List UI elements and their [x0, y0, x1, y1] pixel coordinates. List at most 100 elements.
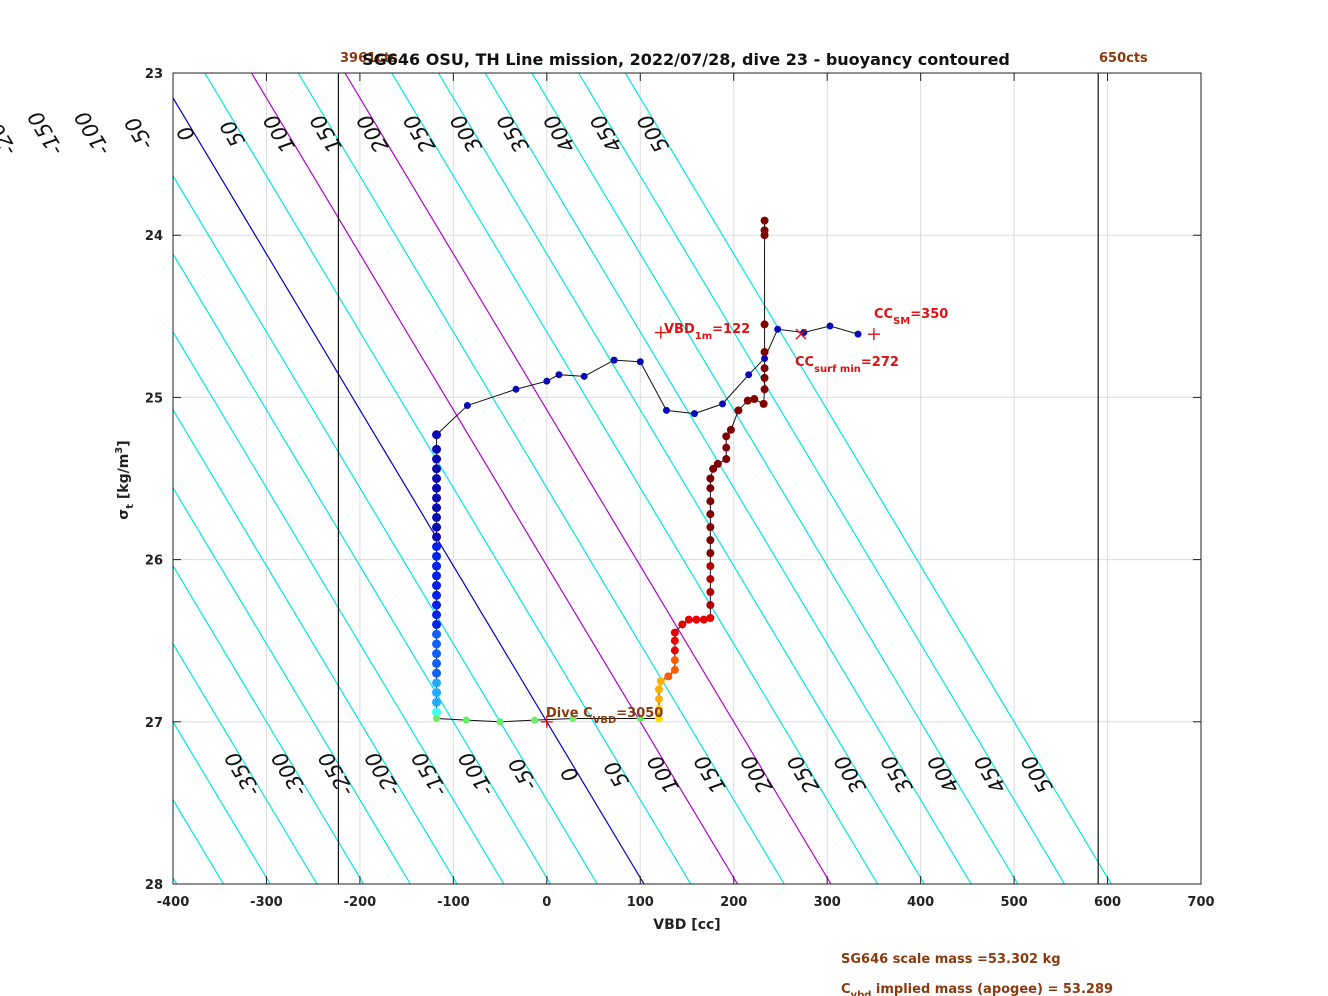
- climb-point: [678, 620, 687, 629]
- climb-point: [759, 399, 768, 408]
- plot-frame: [172, 72, 1202, 885]
- dive-point: [569, 715, 577, 723]
- dive-point: [432, 639, 442, 649]
- dive-point: [432, 532, 442, 542]
- vbd-1m-annotation: VBD1m=122: [664, 322, 750, 342]
- chart-title: SG646 OSU, TH Line mission, 2022/07/28, …: [362, 50, 1010, 69]
- contour-line: [173, 720, 271, 884]
- climb-point: [760, 373, 769, 382]
- dive-point: [432, 658, 442, 668]
- cc-surf-min-marker: [795, 328, 807, 340]
- dive-point: [432, 590, 442, 600]
- climb-point: [760, 320, 769, 329]
- climb-point: [726, 425, 735, 434]
- dive-point: [432, 600, 442, 610]
- contour-line: [173, 96, 645, 884]
- climb-point: [654, 695, 663, 704]
- dive-point: [432, 697, 442, 707]
- dive-point: [432, 629, 442, 639]
- dive-point: [636, 715, 644, 723]
- climb-point: [654, 714, 663, 723]
- contour-line: [173, 642, 318, 884]
- dive-point: [432, 688, 442, 698]
- buoyancy-contours: [173, 73, 1112, 884]
- climb-point: [670, 656, 679, 665]
- dive-point: [432, 430, 442, 440]
- x-tick-label: 400: [907, 895, 934, 910]
- dive-point: [432, 678, 442, 688]
- climb-point: [706, 474, 715, 483]
- contour-line: [391, 73, 879, 884]
- x-tick-label: 600: [1094, 895, 1121, 910]
- upper-point: [463, 402, 471, 410]
- dive-point: [462, 716, 470, 724]
- climb-point: [706, 497, 715, 506]
- data-series: [432, 216, 862, 726]
- climb-point: [750, 395, 759, 404]
- x-tick-label: 500: [1001, 895, 1028, 910]
- contour-label-top: -200: [0, 107, 22, 160]
- contour-line: [578, 73, 1066, 884]
- climb-point: [670, 665, 679, 674]
- contour-line: [173, 564, 365, 884]
- climb-point: [713, 459, 722, 468]
- dive-point: [432, 581, 442, 591]
- dive-point: [432, 474, 442, 483]
- climb-point: [760, 226, 769, 235]
- climb-point: [706, 510, 715, 519]
- climb-point: [760, 347, 769, 356]
- contour-line: [204, 73, 692, 884]
- vbd-min-label: 3961cts: [340, 51, 398, 66]
- y-tick-label: 24: [145, 229, 163, 244]
- dive-point: [432, 503, 442, 513]
- dive-cvbd-annotation: Dive CVBD=3050: [546, 706, 663, 726]
- reference-marks: [540, 326, 880, 728]
- climb-point: [760, 385, 769, 394]
- climb-point: [654, 704, 663, 713]
- climb-point: [706, 575, 715, 584]
- contour-line: [173, 486, 411, 884]
- upper-point: [761, 354, 769, 362]
- dive-point: [496, 718, 504, 726]
- dive-point: [432, 464, 442, 474]
- upper-point: [774, 325, 782, 333]
- y-tick-label: 23: [145, 67, 163, 82]
- contour-line: [173, 876, 178, 884]
- climb-point: [722, 455, 731, 464]
- dive-point: [432, 610, 442, 620]
- contour-line: [250, 73, 738, 884]
- climb-point: [734, 406, 743, 415]
- dive-point: [432, 668, 442, 678]
- dive-point: [432, 571, 442, 581]
- x-tick-label: 0: [542, 895, 551, 910]
- x-tick-label: 700: [1187, 895, 1214, 910]
- upper-point: [854, 330, 862, 338]
- dive-point: [432, 707, 442, 717]
- scale-mass-note: SG646 scale mass =53.302 kg: [841, 952, 1061, 967]
- y-tick-label: 25: [145, 391, 163, 406]
- climb-point: [706, 536, 715, 545]
- axis-ticks: -400 -300 -200 -100 0 100 200 300 400 500 600 700 23…: [145, 67, 1215, 910]
- dive-point: [432, 649, 442, 659]
- y-tick-label: 26: [145, 554, 163, 569]
- climb-point: [722, 432, 731, 441]
- climb-point: [706, 613, 715, 622]
- upper-point: [636, 358, 644, 366]
- contour-line: [624, 73, 1112, 884]
- dive-point: [432, 561, 442, 571]
- dive-point: [531, 716, 539, 724]
- climb-point: [656, 677, 665, 686]
- upper-point: [543, 377, 551, 385]
- upper-point: [580, 372, 588, 380]
- contour-line: [173, 330, 505, 884]
- x-tick-label: -300: [250, 895, 283, 910]
- dive-point: [432, 483, 442, 493]
- x-tick-label: 100: [627, 895, 654, 910]
- climb-point: [684, 615, 693, 624]
- contour-line: [297, 73, 785, 884]
- climb-point: [670, 646, 679, 655]
- vbd-max-label: 650cts: [1099, 51, 1148, 66]
- cc-surf-min-annotation: CCsurf min=272: [795, 355, 899, 375]
- climb-point: [654, 685, 663, 694]
- upper-point: [745, 371, 753, 379]
